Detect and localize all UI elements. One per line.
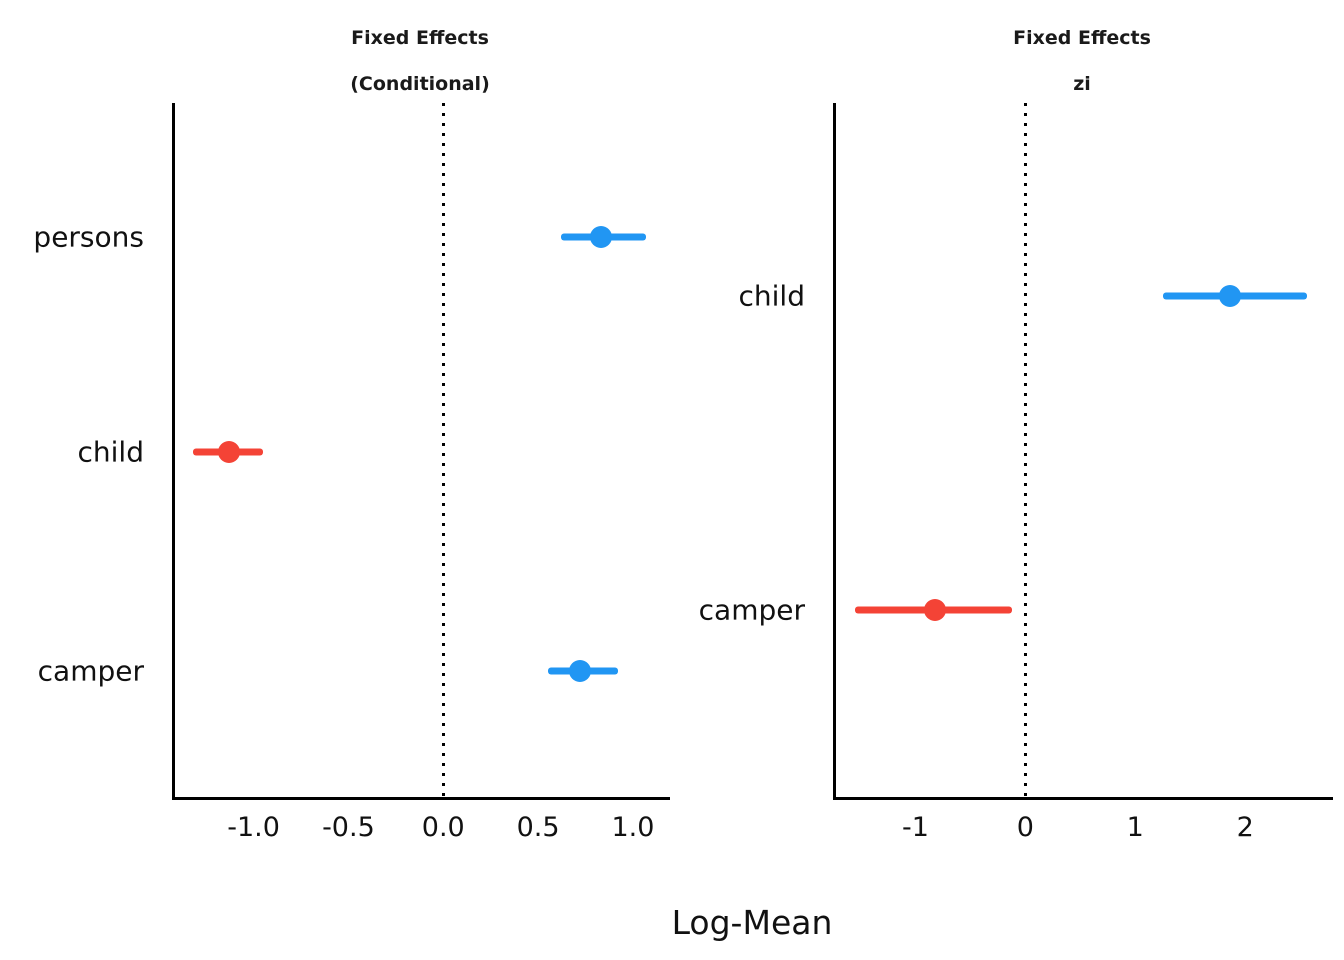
category-label-camper: camper bbox=[37, 654, 144, 688]
zero-reference-line bbox=[1023, 103, 1027, 798]
panel-title-zi-line1: Fixed Effects bbox=[1013, 27, 1151, 49]
panel-title-zi-line2: zi bbox=[1073, 73, 1091, 95]
category-label-persons: persons bbox=[33, 220, 144, 254]
point-estimate-camper bbox=[924, 598, 947, 621]
category-label-camper: camper bbox=[698, 593, 805, 627]
x-tick-label-2: 2 bbox=[1236, 812, 1254, 843]
x-tick-label--1.0: -1.0 bbox=[227, 812, 280, 843]
point-estimate-child bbox=[217, 440, 240, 463]
x-tick-label--1: -1 bbox=[901, 812, 929, 843]
x-axis-label: Log-Mean bbox=[671, 903, 833, 942]
y-axis-spine bbox=[833, 103, 836, 800]
x-tick-label-0: 0 bbox=[1016, 812, 1034, 843]
category-label-child: child bbox=[738, 279, 805, 313]
x-tick-label-1.0: 1.0 bbox=[611, 812, 655, 843]
y-axis-spine bbox=[172, 103, 175, 800]
point-estimate-child bbox=[1218, 285, 1241, 308]
panel-title-conditional-line2: (Conditional) bbox=[350, 73, 490, 95]
x-tick-label--0.5: -0.5 bbox=[322, 812, 375, 843]
x-tick-label-1: 1 bbox=[1126, 812, 1144, 843]
category-label-child: child bbox=[77, 435, 144, 469]
x-axis-spine bbox=[172, 797, 670, 800]
x-tick-label-0.0: 0.0 bbox=[421, 812, 465, 843]
point-estimate-persons bbox=[589, 226, 612, 249]
x-axis-spine bbox=[833, 797, 1333, 800]
panel-title-conditional-line1: Fixed Effects bbox=[351, 27, 489, 49]
x-tick-label-0.5: 0.5 bbox=[516, 812, 560, 843]
zero-reference-line bbox=[441, 103, 445, 798]
point-estimate-camper bbox=[568, 659, 591, 682]
